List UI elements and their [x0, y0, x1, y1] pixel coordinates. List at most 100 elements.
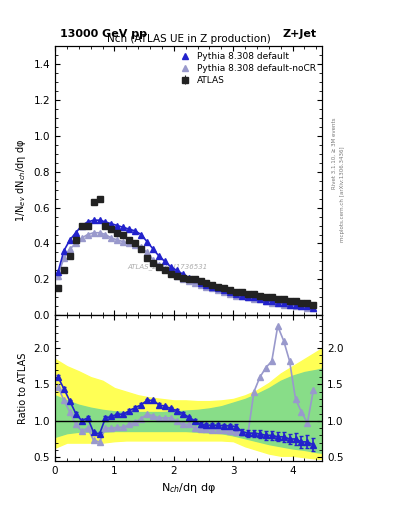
Pythia 8.308 default-noCR	[68, 246, 72, 252]
Pythia 8.308 default	[252, 294, 256, 301]
Text: mcplots.cern.ch [arXiv:1306.3436]: mcplots.cern.ch [arXiv:1306.3436]	[340, 147, 345, 242]
Pythia 8.308 default-noCR	[192, 280, 197, 286]
Pythia 8.308 default-noCR	[103, 231, 108, 238]
Pythia 8.308 default	[311, 305, 316, 311]
Pythia 8.308 default	[257, 296, 262, 302]
Pythia 8.308 default	[299, 303, 304, 309]
Pythia 8.308 default-noCR	[97, 230, 102, 236]
Pythia 8.308 default-noCR	[305, 305, 310, 311]
Y-axis label: Ratio to ATLAS: Ratio to ATLAS	[18, 352, 28, 424]
Y-axis label: 1/N$_{ev}$ dN$_{ch}$/dη dφ: 1/N$_{ev}$ dN$_{ch}$/dη dφ	[14, 139, 28, 222]
Pythia 8.308 default-noCR	[56, 273, 61, 279]
Pythia 8.308 default	[228, 289, 233, 295]
Pythia 8.308 default-noCR	[145, 249, 149, 255]
Pythia 8.308 default	[156, 253, 161, 259]
Line: Pythia 8.308 default: Pythia 8.308 default	[55, 218, 316, 311]
Pythia 8.308 default	[180, 271, 185, 277]
Pythia 8.308 default-noCR	[85, 231, 90, 238]
Pythia 8.308 default	[270, 298, 274, 304]
Pythia 8.308 default	[139, 231, 143, 238]
Pythia 8.308 default-noCR	[246, 294, 250, 301]
Pythia 8.308 default	[263, 298, 268, 304]
Pythia 8.308 default	[198, 280, 203, 286]
Pythia 8.308 default	[246, 294, 250, 301]
Pythia 8.308 default-noCR	[73, 241, 78, 247]
Pythia 8.308 default-noCR	[139, 244, 143, 250]
Pythia 8.308 default	[103, 219, 108, 225]
Pythia 8.308 default-noCR	[198, 282, 203, 288]
Pythia 8.308 default	[163, 259, 167, 265]
Pythia 8.308 default	[115, 223, 120, 229]
Pythia 8.308 default	[281, 300, 286, 306]
Pythia 8.308 default-noCR	[222, 289, 227, 295]
Pythia 8.308 default-noCR	[311, 305, 316, 311]
Pythia 8.308 default-noCR	[204, 284, 209, 290]
Pythia 8.308 default-noCR	[270, 300, 274, 306]
Pythia 8.308 default-noCR	[62, 255, 66, 261]
Pythia 8.308 default	[305, 303, 310, 309]
Text: Rivet 3.1.10, ≥ 3M events: Rivet 3.1.10, ≥ 3M events	[332, 118, 337, 189]
Pythia 8.308 default-noCR	[180, 276, 185, 283]
Pythia 8.308 default-noCR	[281, 302, 286, 308]
Pythia 8.308 default	[174, 267, 179, 273]
Pythia 8.308 default	[109, 221, 114, 227]
Pythia 8.308 default	[151, 246, 155, 252]
Line: Pythia 8.308 default-noCR: Pythia 8.308 default-noCR	[55, 230, 316, 311]
Pythia 8.308 default-noCR	[234, 292, 239, 298]
Pythia 8.308 default-noCR	[91, 230, 96, 236]
Pythia 8.308 default-noCR	[121, 239, 126, 245]
Pythia 8.308 default	[234, 291, 239, 297]
Pythia 8.308 default	[79, 223, 84, 229]
Pythia 8.308 default	[293, 302, 298, 308]
Pythia 8.308 default-noCR	[133, 242, 138, 248]
Pythia 8.308 default-noCR	[127, 241, 132, 247]
Pythia 8.308 default-noCR	[163, 266, 167, 272]
Pythia 8.308 default-noCR	[275, 300, 280, 306]
Pythia 8.308 default-noCR	[287, 302, 292, 308]
Pythia 8.308 default	[210, 284, 215, 290]
Pythia 8.308 default	[68, 237, 72, 243]
Pythia 8.308 default-noCR	[79, 235, 84, 241]
X-axis label: N$_{ch}$/dη dφ: N$_{ch}$/dη dφ	[161, 481, 216, 495]
Pythia 8.308 default	[192, 276, 197, 283]
Pythia 8.308 default	[56, 269, 61, 275]
Pythia 8.308 default	[186, 274, 191, 281]
Pythia 8.308 default	[133, 228, 138, 234]
Pythia 8.308 default	[145, 239, 149, 245]
Pythia 8.308 default-noCR	[109, 235, 114, 241]
Pythia 8.308 default	[216, 285, 221, 291]
Pythia 8.308 default-noCR	[169, 269, 173, 275]
Pythia 8.308 default-noCR	[299, 303, 304, 309]
Pythia 8.308 default-noCR	[115, 237, 120, 243]
Pythia 8.308 default-noCR	[252, 296, 256, 302]
Text: ATLAS_2019_I1736531: ATLAS_2019_I1736531	[127, 264, 208, 270]
Pythia 8.308 default-noCR	[210, 285, 215, 291]
Pythia 8.308 default	[240, 292, 244, 298]
Pythia 8.308 default	[73, 230, 78, 236]
Pythia 8.308 default-noCR	[186, 278, 191, 284]
Pythia 8.308 default	[85, 219, 90, 225]
Pythia 8.308 default	[127, 226, 132, 232]
Pythia 8.308 default-noCR	[156, 262, 161, 268]
Pythia 8.308 default	[275, 300, 280, 306]
Pythia 8.308 default-noCR	[240, 292, 244, 298]
Pythia 8.308 default-noCR	[174, 273, 179, 279]
Title: Nch (ATLAS UE in Z production): Nch (ATLAS UE in Z production)	[107, 34, 270, 44]
Pythia 8.308 default-noCR	[293, 303, 298, 309]
Pythia 8.308 default-noCR	[216, 287, 221, 293]
Pythia 8.308 default-noCR	[228, 291, 233, 297]
Text: 13000 GeV pp: 13000 GeV pp	[61, 29, 147, 39]
Pythia 8.308 default	[222, 287, 227, 293]
Pythia 8.308 default	[121, 224, 126, 230]
Pythia 8.308 default-noCR	[151, 257, 155, 263]
Legend: Pythia 8.308 default, Pythia 8.308 default-noCR, ATLAS: Pythia 8.308 default, Pythia 8.308 defau…	[175, 51, 318, 87]
Pythia 8.308 default	[169, 264, 173, 270]
Pythia 8.308 default	[287, 302, 292, 308]
Pythia 8.308 default	[204, 282, 209, 288]
Pythia 8.308 default-noCR	[257, 296, 262, 302]
Pythia 8.308 default	[91, 217, 96, 223]
Pythia 8.308 default	[62, 248, 66, 254]
Pythia 8.308 default-noCR	[263, 298, 268, 304]
Pythia 8.308 default	[97, 217, 102, 223]
Text: Z+Jet: Z+Jet	[283, 29, 317, 39]
